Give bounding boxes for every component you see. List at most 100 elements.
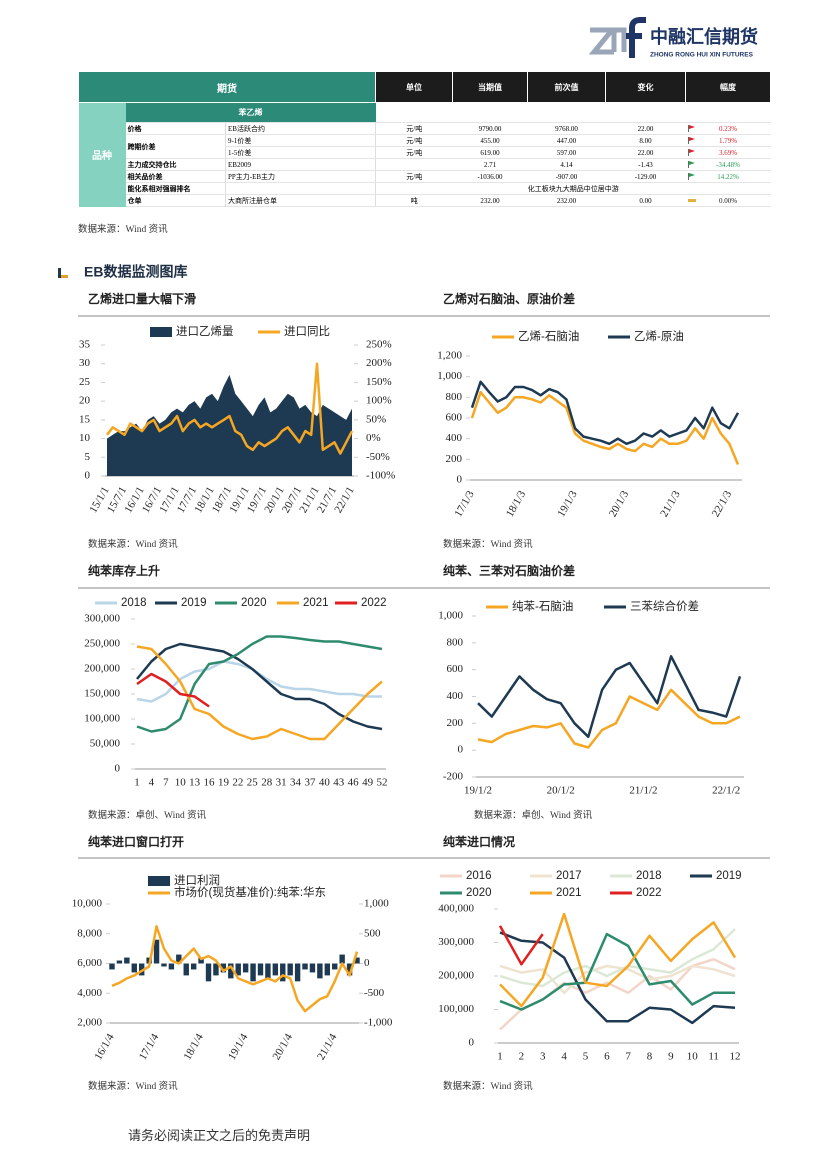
- x-tick-label: 19/1/2: [464, 785, 492, 797]
- header-row: 期货 单位 当期值 前次值 变化 幅度: [77, 71, 772, 103]
- current: 9790.00: [452, 122, 528, 135]
- y-tick-label: 0: [457, 474, 463, 486]
- bar: [109, 963, 115, 970]
- legend-label: 2018: [636, 870, 662, 882]
- y-tick-label: 200,000: [438, 970, 474, 982]
- y-tick-label: 800: [447, 636, 464, 648]
- y-tick-label: 1,000: [364, 898, 389, 910]
- x-tick-label: 21/1/4: [315, 1031, 340, 1062]
- header-cell: 幅度: [685, 71, 772, 103]
- line: [136, 635, 383, 733]
- y-tick-label: -100%: [366, 470, 395, 482]
- data-row: 相关品价差 PP主力-EB主力 元/吨 -1036.00 -907.00 -129.00 1…: [79, 170, 771, 183]
- y-tick-label: 15: [79, 413, 91, 425]
- data-row: 能化系相对强弱排名 化工板块九大期品中位居中游: [79, 182, 771, 195]
- header-cell: 单位: [375, 71, 454, 103]
- change: 22.00: [605, 146, 686, 159]
- x-tick-label: 43: [333, 777, 345, 789]
- previous: 447.00: [527, 134, 606, 147]
- section-icon: [58, 268, 68, 278]
- header-cell: 前次值: [527, 71, 607, 103]
- source-note: 数据来源：Wind 资讯: [88, 538, 178, 550]
- logo-mark: [626, 17, 646, 58]
- x-tick-label: 4: [149, 777, 155, 789]
- bar: [339, 954, 345, 964]
- bar: [265, 963, 271, 979]
- legend-swatch: [150, 327, 172, 337]
- bar: [272, 963, 279, 976]
- y-tick-label: 400: [446, 432, 463, 444]
- icon-bar: [61, 275, 68, 278]
- line: [499, 912, 737, 1008]
- legend-label: 乙烯-原油: [634, 329, 684, 343]
- y-tick-label: 1,200: [437, 350, 462, 362]
- pct: 0.00%: [685, 194, 771, 207]
- x-tick-label: 16: [204, 777, 216, 789]
- y-tick-label: 20: [79, 395, 91, 407]
- bar: [161, 963, 167, 967]
- trend-flag: [687, 199, 696, 202]
- bar: [242, 963, 249, 973]
- y-tick-label: 10: [79, 432, 91, 444]
- y-tick-label: 400,000: [438, 903, 474, 915]
- y-tick-label: 300,000: [438, 936, 474, 948]
- y-tick-label: 25: [79, 376, 91, 388]
- y-tick-label: 200: [447, 717, 464, 729]
- x-tick-label: 2: [519, 1051, 525, 1063]
- unit: 吨: [375, 194, 453, 207]
- data-row: 价格 EB活跃合约 元/吨 9790.00 9768.00 22.00 0.23%: [79, 122, 771, 135]
- legend-label: 进口同比: [284, 325, 330, 338]
- line: [499, 964, 736, 995]
- x-tick-label: 5: [583, 1051, 589, 1063]
- trend-flag: [687, 137, 695, 144]
- y-tick-label: 1,000: [437, 370, 462, 382]
- x-tick-label: 10: [687, 1051, 699, 1063]
- chart-title: 乙烯进口量大幅下滑: [88, 291, 196, 306]
- bar: [198, 957, 204, 964]
- unit: 元/吨: [375, 134, 453, 147]
- bar: [280, 963, 286, 982]
- current: 619.00: [452, 146, 528, 159]
- x-tick-label: 19: [218, 777, 230, 789]
- legend-label: 2017: [556, 870, 582, 882]
- legend-swatch: [148, 876, 170, 886]
- bar: [257, 963, 264, 976]
- chart-title: 纯苯、三苯对石脑油价差: [443, 563, 575, 578]
- y-tick-label: 50,000: [90, 738, 121, 750]
- previous: 4.14: [527, 158, 606, 171]
- data-row: 主力成交持仓比 EB2009 2.71 4.14 -1.43 -34.48%: [79, 158, 771, 171]
- logo-mark: [588, 27, 618, 55]
- legend-label: 进口乙烯量: [176, 325, 234, 338]
- y-tick-label: 2,000: [77, 1017, 102, 1029]
- x-tick-label: 12: [730, 1051, 741, 1063]
- bar: [287, 963, 293, 976]
- previous: 232.00: [527, 194, 606, 207]
- x-tick-label: 10: [175, 777, 187, 789]
- legend-label: 纯苯-石脑油: [512, 599, 573, 613]
- line: [477, 655, 742, 739]
- row-name: 能化系相对强弱排名: [125, 182, 226, 195]
- source-note: 数据来源：卓创、Wind 资讯: [474, 809, 593, 821]
- line: [470, 390, 740, 465]
- legend-label: 2021: [303, 597, 329, 609]
- pct: 1.79%: [685, 134, 771, 147]
- bar: [294, 963, 301, 982]
- line: [477, 688, 741, 749]
- chart-title: 纯苯进口情况: [443, 834, 515, 849]
- y-tick-label: 100,000: [438, 1003, 474, 1015]
- y-tick-label: 150,000: [84, 688, 120, 700]
- source-note: 数据来源：Wind 资讯: [443, 538, 533, 550]
- x-tick-label: 37: [304, 777, 316, 789]
- y-tick-label: 0: [85, 470, 91, 482]
- unit: [375, 158, 453, 171]
- bar: [116, 960, 123, 964]
- contract: 9-1价差: [224, 134, 376, 147]
- y-tick-label: 35: [79, 339, 91, 351]
- unit: 元/吨: [375, 146, 453, 159]
- x-tick-label: 9: [668, 1051, 674, 1063]
- y-tick-label: 250,000: [84, 638, 120, 650]
- logo-text: 中融汇信期货: [650, 26, 758, 47]
- y-tick-label: -50%: [366, 451, 390, 463]
- trend-flag: [687, 149, 695, 156]
